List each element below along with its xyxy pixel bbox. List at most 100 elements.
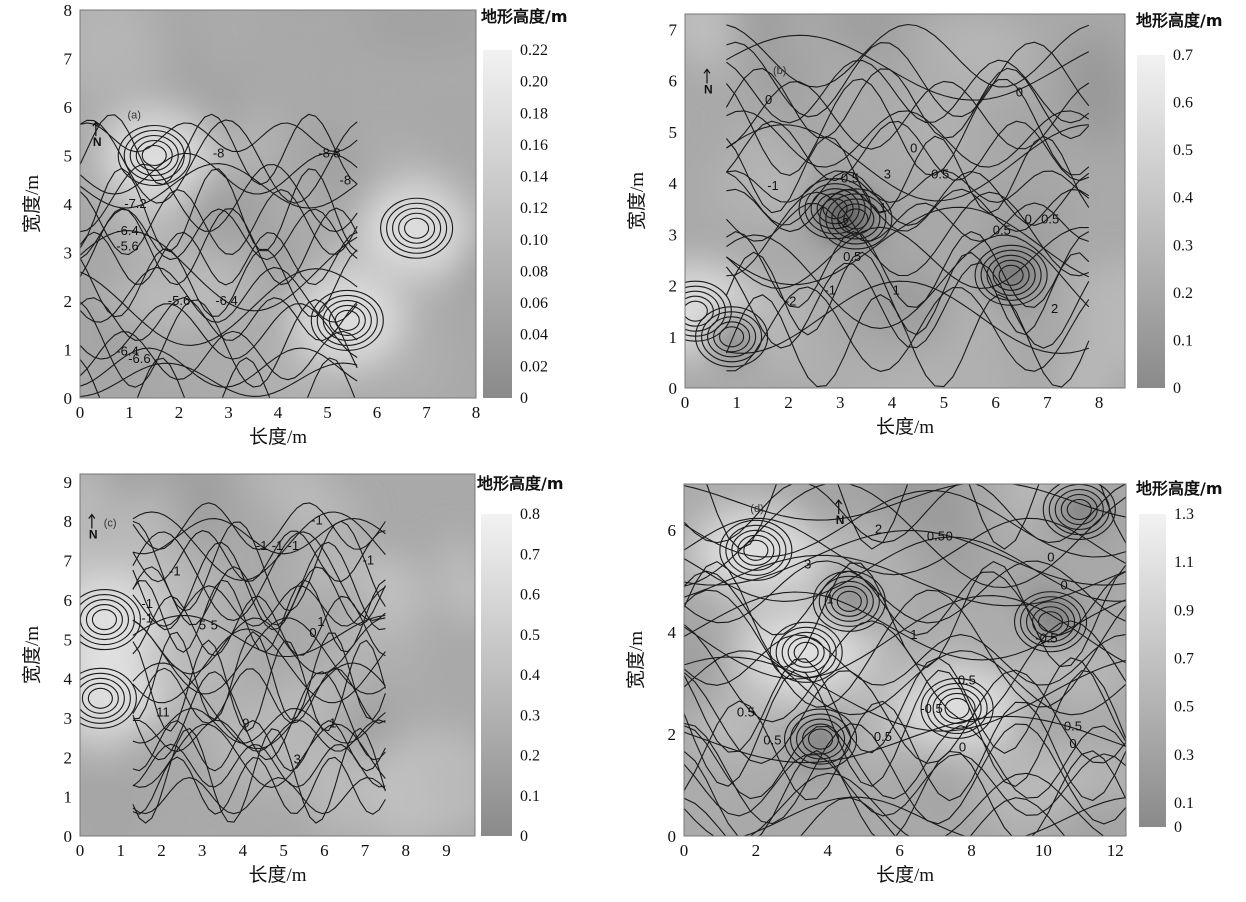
x-tick-label: 5 xyxy=(940,393,949,412)
contour-line xyxy=(132,541,386,631)
y-tick-label: 1 xyxy=(64,788,73,807)
colorbar-tick-label: 0.6 xyxy=(520,587,540,604)
contour-line xyxy=(80,189,358,256)
contour-labels-b: 0 0 0 -1 -0.5 3 0.5 -2 1 0.5 0 0.5 0.5 -2 -1 1 2 xyxy=(765,84,1059,316)
contour-line xyxy=(684,554,1126,607)
terrain-patch xyxy=(132,478,179,534)
terrain-patch xyxy=(870,484,965,533)
terrain-patch xyxy=(996,306,1089,339)
north-label: N xyxy=(89,527,98,541)
contour-ring xyxy=(825,193,887,245)
colorbar-tick-label: 0.10 xyxy=(520,232,548,249)
x-tick-label: 1 xyxy=(116,841,125,860)
colorbar-tick-label: 0.5 xyxy=(520,627,540,644)
contour-label: -8 xyxy=(340,173,352,188)
colorbar-tick-label: 0.7 xyxy=(1173,47,1193,64)
contour-ring xyxy=(392,207,442,249)
contour-ring xyxy=(781,631,831,673)
contour-ring xyxy=(80,672,131,724)
terrain-patch xyxy=(1061,361,1107,388)
terrain-patch xyxy=(1018,111,1059,156)
colorbar-tick-label: 0.06 xyxy=(520,295,548,312)
contour-line xyxy=(684,560,1126,669)
contour-ring xyxy=(992,259,1030,291)
contour-line xyxy=(725,293,1090,388)
panel-label: (d) xyxy=(750,503,763,515)
x-tick-label: 8 xyxy=(967,841,976,860)
y-tick-label: 6 xyxy=(64,98,73,117)
contour-ring xyxy=(980,249,1042,301)
contour-line xyxy=(726,34,1090,101)
contour-line xyxy=(80,167,358,253)
contour-line xyxy=(684,772,1105,836)
contour-line xyxy=(725,251,1090,336)
contour-ring xyxy=(1037,611,1064,633)
x-tick-label: 3 xyxy=(198,841,207,860)
contour-ring xyxy=(775,626,837,678)
contour-label: 5 xyxy=(211,618,218,633)
terrain-patch xyxy=(246,474,334,504)
contour-ring xyxy=(80,677,125,719)
x-tick-label: 0 xyxy=(76,403,85,422)
contour-ring xyxy=(1013,591,1088,653)
y-tick-label: 0 xyxy=(64,389,73,408)
plot-frame xyxy=(683,483,1127,837)
contour-line xyxy=(725,202,1089,242)
colorbar-title: 地形高度/m xyxy=(477,474,564,493)
y-tick-label: 7 xyxy=(669,20,678,39)
contour-ring xyxy=(719,519,793,581)
contour-line xyxy=(132,585,386,627)
contour-line xyxy=(132,595,386,657)
colorbar-tick-label: 1.1 xyxy=(1174,554,1194,571)
contour-line xyxy=(726,280,1089,354)
colorbar-tick-label: 1.3 xyxy=(1174,506,1194,523)
terrain-map-b xyxy=(685,14,1125,388)
contour-line xyxy=(684,484,1126,521)
contour-line xyxy=(132,777,386,815)
contour-label: -1 xyxy=(272,538,284,553)
terrain-patch xyxy=(743,45,802,109)
contour-label: -6.6 xyxy=(128,351,150,366)
y-tick-label: 4 xyxy=(668,623,677,642)
contour-line xyxy=(726,170,1090,226)
contour-ring xyxy=(843,208,869,230)
high-elevation-zone xyxy=(80,576,160,664)
contour-labels-a: -8 -8.8-8-7.2-6.4-5.6-5.6 -6.4-6.4-6.6 xyxy=(116,145,351,366)
contour-label: -6.4 xyxy=(116,223,138,238)
contour-line xyxy=(80,231,358,286)
contour-ring xyxy=(129,134,179,177)
contour-ring xyxy=(1066,498,1092,521)
contour-label: -7.2 xyxy=(124,196,146,211)
contour-line xyxy=(132,630,386,721)
colorbar-tick-label: 0 xyxy=(1173,380,1181,397)
y-tick-label: 2 xyxy=(64,748,73,767)
contour-line xyxy=(684,753,1126,817)
y-tick-label: 6 xyxy=(668,521,677,540)
x-tick-label: 4 xyxy=(239,841,248,860)
terrain-patch xyxy=(425,105,476,161)
terrain-patch xyxy=(286,72,337,130)
y-tick-label: 0 xyxy=(668,827,677,846)
contour-label: 1 xyxy=(893,283,900,298)
terrain-patch xyxy=(794,308,910,388)
contour-line xyxy=(132,723,386,788)
contour-line xyxy=(80,357,356,398)
colorbar-tick-label: 0.6 xyxy=(1173,95,1193,112)
x-tick-label: 5 xyxy=(279,841,288,860)
contour-label: 0 xyxy=(1016,84,1023,99)
x-tick-label: 12 xyxy=(1107,841,1124,860)
contour-label: -5.6 xyxy=(168,293,190,308)
x-tick-label: 6 xyxy=(373,403,382,422)
y-tick-label: 1 xyxy=(669,328,678,347)
contour-ring xyxy=(719,326,745,348)
contour-label: -6.4 xyxy=(215,293,237,308)
panel-label: (b) xyxy=(773,65,786,77)
north-arrow-icon xyxy=(835,499,843,515)
north-arrow-icon xyxy=(92,121,100,137)
contour-line xyxy=(132,707,386,744)
contour-line xyxy=(725,120,1089,182)
contour-line xyxy=(684,484,1126,544)
